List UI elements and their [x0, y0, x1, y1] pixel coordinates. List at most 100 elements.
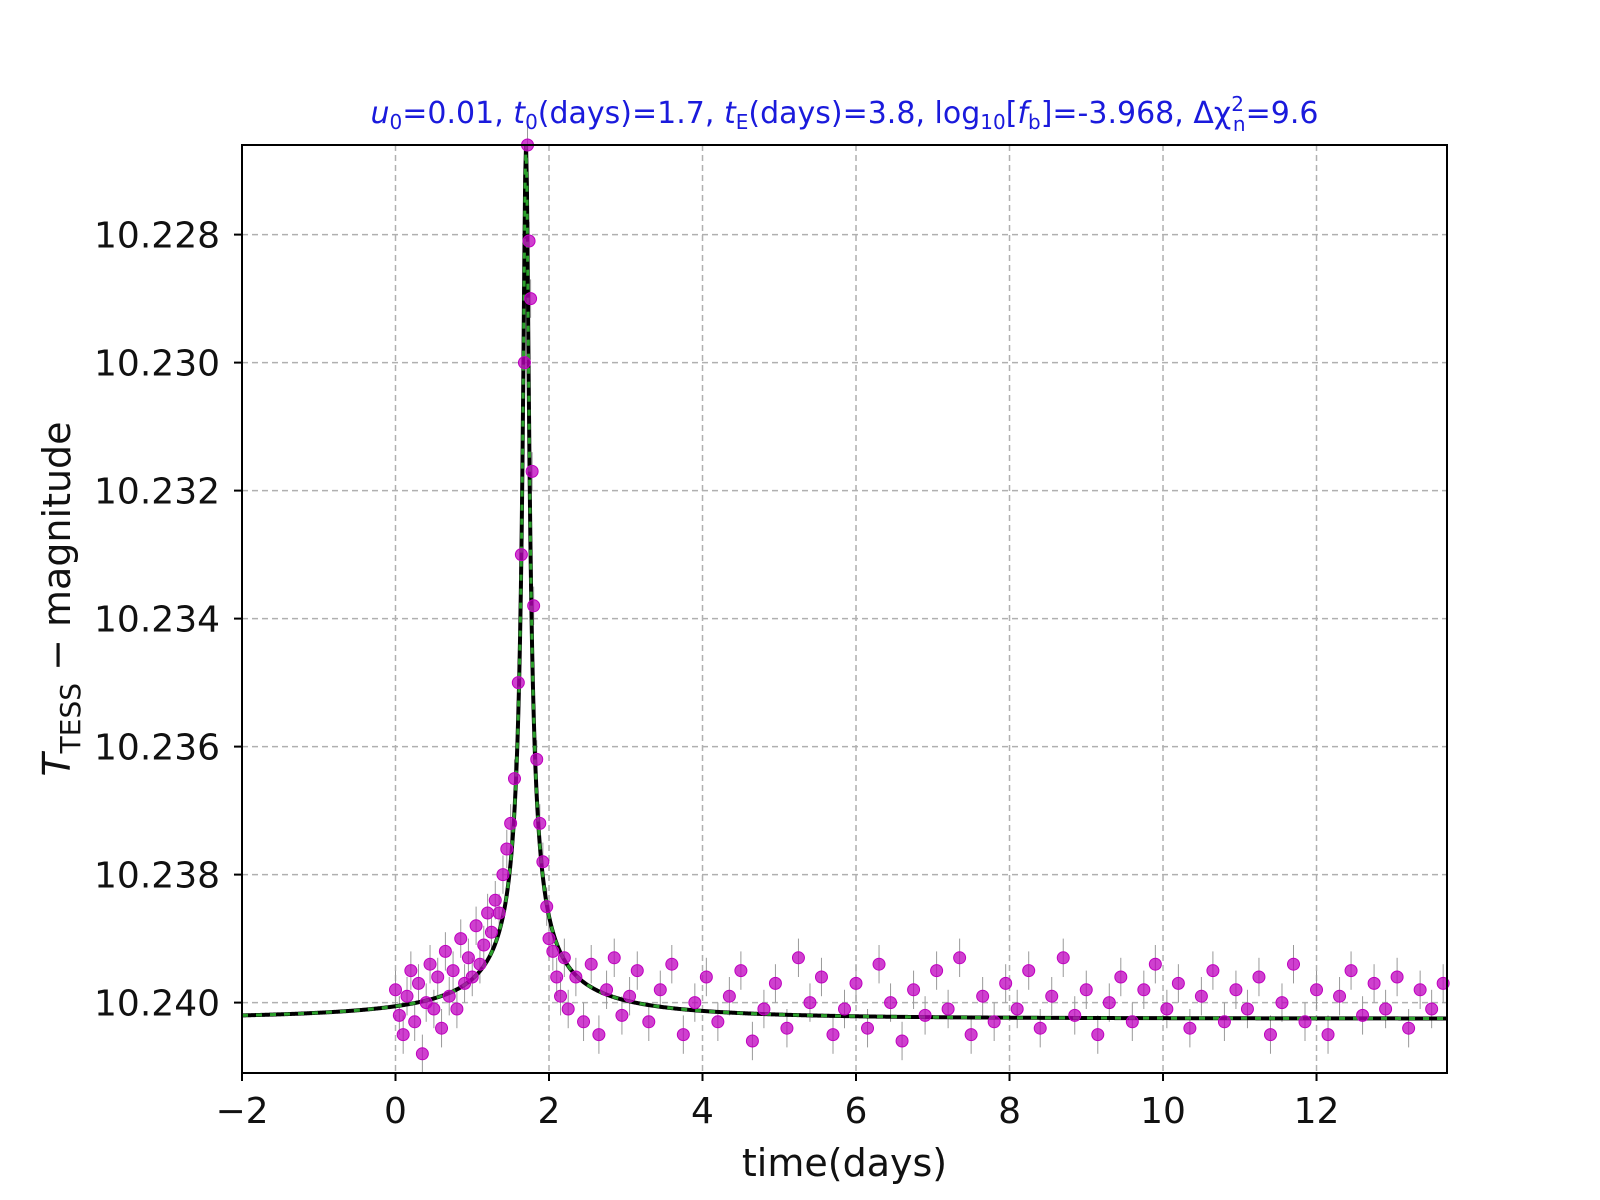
plot-frame: [241, 144, 1448, 1074]
data-point: [1160, 1002, 1174, 1016]
data-point: [615, 1008, 629, 1022]
data-point: [1137, 983, 1151, 997]
data-point: [1402, 1021, 1416, 1035]
data-point: [999, 976, 1013, 990]
data-point: [392, 1008, 406, 1022]
data-point: [500, 842, 514, 856]
data-point: [838, 1002, 851, 1016]
data-point: [745, 1034, 759, 1048]
data-point: [1194, 989, 1208, 1003]
data-point: [496, 868, 510, 882]
data-point: [477, 938, 491, 952]
data-point: [511, 676, 525, 690]
data-point: [688, 996, 702, 1010]
data-point: [964, 1028, 978, 1042]
data-point: [1056, 951, 1070, 965]
data-point: [918, 1008, 932, 1022]
data-point: [542, 932, 556, 946]
data-point: [1252, 970, 1266, 984]
data-point: [895, 1034, 909, 1048]
data-point: [1125, 1015, 1139, 1029]
data-point: [492, 906, 506, 920]
data-point: [1275, 996, 1289, 1010]
data-point: [630, 964, 644, 978]
data-point: [435, 1021, 449, 1035]
data-point: [780, 1021, 794, 1035]
data-point: [1286, 957, 1300, 971]
data-point: [600, 983, 614, 997]
y-axis-label: TTESS − magnitude: [35, 421, 87, 776]
data-point: [400, 989, 414, 1003]
x-tick-label: −2: [215, 1091, 268, 1132]
data-point: [768, 976, 782, 990]
y-axis-ticks: 10.228 10.230 10.232 10.234 10.236 10.238 10.2…: [94, 216, 242, 1025]
data-point: [488, 893, 502, 907]
x-tick-label: 0: [384, 1091, 407, 1132]
data-point: [1114, 970, 1128, 984]
data-point: [561, 1002, 575, 1016]
x-tick-label: 2: [538, 1091, 561, 1132]
data-point: [642, 1015, 656, 1029]
data-point: [484, 925, 498, 939]
data-point: [446, 964, 460, 978]
data-point: [665, 957, 679, 971]
data-point: [1033, 1021, 1047, 1035]
data-point: [525, 464, 539, 478]
data-point: [653, 983, 667, 997]
y-tick-label: 10.230: [94, 344, 220, 385]
data-point: [454, 932, 468, 946]
x-tick-label: 8: [998, 1091, 1021, 1132]
y-tick-label: 10.232: [94, 472, 220, 513]
data-point: [1229, 983, 1243, 997]
x-axis-label: time(days): [742, 1141, 947, 1185]
data-point: [557, 951, 571, 965]
data-point: [1298, 1015, 1312, 1029]
data-point: [1217, 1015, 1231, 1029]
data-point: [469, 919, 483, 933]
data-point: [861, 1021, 875, 1035]
y-tick-label: 10.234: [94, 600, 220, 641]
data-point: [1102, 996, 1116, 1010]
data-point: [1413, 983, 1427, 997]
data-point: [803, 996, 817, 1010]
data-point: [1010, 1002, 1024, 1016]
data-points: [389, 138, 1450, 1061]
data-point: [872, 957, 886, 971]
data-point: [408, 1015, 422, 1029]
data-point: [1079, 983, 1093, 997]
model-overlay-line: [241, 145, 1447, 1020]
data-point: [504, 816, 518, 830]
data-point: [976, 989, 990, 1003]
data-point: [554, 989, 568, 1003]
data-point: [1171, 976, 1185, 990]
data-point: [396, 1028, 410, 1042]
data-point: [1022, 964, 1036, 978]
data-point: [442, 989, 456, 1003]
data-point: [676, 1028, 690, 1042]
data-point: [941, 1002, 955, 1016]
data-point: [536, 855, 550, 869]
data-point: [530, 752, 544, 766]
x-axis-ticks: −2 0 2 4 6 8 10 12: [215, 1073, 1339, 1132]
data-point: [415, 1047, 429, 1061]
data-point: [1344, 964, 1358, 978]
y-tick-label: 10.240: [94, 984, 220, 1025]
data-point: [517, 356, 531, 370]
data-point: [550, 970, 564, 984]
chart-title: u0=0.01, t0(days)=1.7, tE(days)=3.8, log…: [371, 92, 1319, 136]
data-point: [592, 1028, 606, 1042]
data-point: [1263, 1028, 1277, 1042]
data-point: [930, 964, 944, 978]
y-tick-label: 10.236: [94, 728, 220, 769]
model-line: [241, 145, 1447, 1021]
data-point: [1310, 983, 1324, 997]
data-point: [623, 989, 637, 1003]
data-point: [826, 1028, 840, 1042]
data-point: [711, 1015, 725, 1029]
data-point: [907, 983, 921, 997]
data-point: [734, 964, 748, 978]
data-point: [607, 951, 621, 965]
data-point: [1148, 957, 1162, 971]
model-curve: [241, 145, 1447, 1021]
x-tick-label: 10: [1140, 1091, 1186, 1132]
